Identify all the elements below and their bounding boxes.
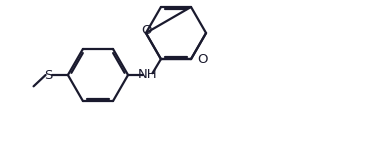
- Text: O: O: [197, 53, 208, 66]
- Text: O: O: [141, 24, 152, 37]
- Text: S: S: [44, 69, 53, 81]
- Text: NH: NH: [138, 68, 157, 81]
